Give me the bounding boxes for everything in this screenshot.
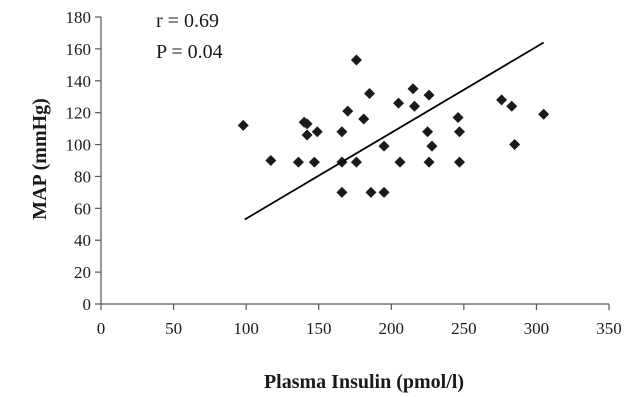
x-tick-label: 300: [524, 319, 550, 338]
x-tick-label: 250: [451, 319, 477, 338]
data-point: [342, 105, 354, 117]
data-point: [423, 156, 435, 168]
y-axis-label: MAP (mmHg): [29, 98, 51, 220]
data-point: [423, 89, 435, 101]
data-point: [311, 126, 323, 138]
x-tick-label: 0: [97, 319, 106, 338]
data-point: [308, 156, 320, 168]
data-point: [422, 126, 434, 138]
data-points: [237, 54, 550, 198]
data-point: [336, 126, 348, 138]
data-point: [292, 156, 304, 168]
data-point: [454, 126, 466, 138]
data-point: [452, 111, 464, 123]
y-tick-label: 0: [83, 295, 92, 314]
data-point: [506, 100, 518, 112]
data-point: [237, 119, 249, 131]
y-tick-label: 80: [74, 167, 91, 186]
data-point: [378, 186, 390, 198]
x-tick-label: 150: [306, 319, 332, 338]
data-point: [336, 186, 348, 198]
data-point: [301, 129, 313, 141]
y-tick-label: 100: [66, 136, 92, 155]
y-tick-label: 40: [74, 231, 91, 250]
y-tick-label: 180: [66, 8, 92, 27]
y-tick-label: 140: [66, 72, 92, 91]
data-point: [301, 118, 313, 130]
data-point: [407, 83, 419, 95]
data-point: [496, 94, 508, 106]
y-ticks: 0 20 40 60 80 100 120 140 160 180: [66, 8, 101, 314]
data-point: [409, 100, 421, 112]
data-point: [358, 113, 370, 125]
x-axis-label: Plasma Insulin (pmol/l): [264, 371, 464, 393]
y-tick-label: 20: [74, 263, 91, 282]
data-point: [509, 139, 521, 151]
x-tick-label: 350: [596, 319, 622, 338]
data-point: [364, 88, 376, 100]
y-tick-label: 60: [74, 199, 91, 218]
annotation-r: r = 0.69: [156, 10, 219, 32]
y-tick-label: 120: [66, 104, 92, 123]
data-point: [365, 186, 377, 198]
data-point: [454, 156, 466, 168]
data-point: [394, 156, 406, 168]
x-tick-label: 50: [165, 319, 182, 338]
data-point: [378, 140, 390, 152]
x-tick-label: 200: [379, 319, 405, 338]
x-tick-label: 100: [233, 319, 259, 338]
y-tick-label: 160: [66, 40, 92, 59]
data-point: [350, 54, 362, 66]
x-ticks: 0 50 100 150 200 250 300 350: [97, 304, 622, 338]
plot-area: 0 20 40 60 80 100 120 140 160 180 0 50 100 150 200 250…: [66, 8, 622, 338]
data-point: [393, 97, 405, 109]
annotation-p: P = 0.04: [156, 41, 223, 63]
data-point: [426, 140, 438, 152]
data-point: [350, 156, 362, 168]
data-point: [538, 108, 550, 120]
data-point: [265, 155, 277, 166]
trendline: [244, 41, 545, 221]
